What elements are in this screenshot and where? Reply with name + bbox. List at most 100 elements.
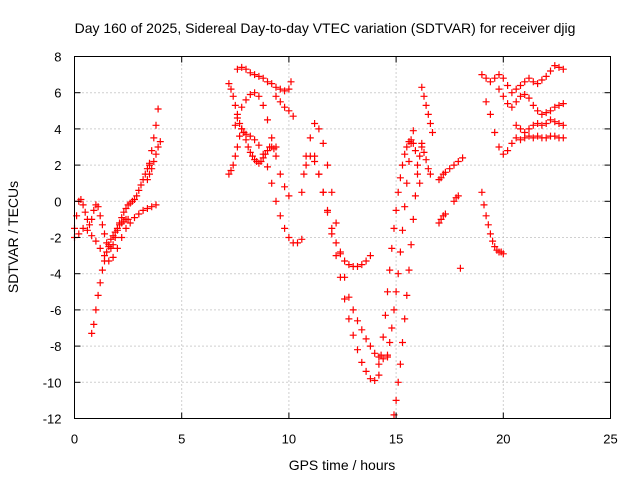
x-tick-label: 15: [389, 432, 403, 447]
data-point: [384, 351, 391, 359]
data-point: [416, 152, 424, 160]
data-point: [94, 203, 102, 211]
data-point: [98, 221, 106, 229]
data-point: [135, 210, 143, 218]
data-point: [354, 317, 361, 325]
data-point: [399, 161, 406, 169]
data-point: [486, 110, 494, 118]
data-point: [542, 120, 550, 127]
data-point: [251, 89, 259, 97]
data-point: [259, 101, 267, 109]
data-series: [231, 89, 293, 200]
data-point: [441, 210, 449, 218]
data-point: [255, 72, 263, 80]
data-point: [272, 83, 280, 91]
data-point: [405, 266, 413, 274]
y-tick-label: -10: [43, 375, 62, 390]
data-point: [517, 92, 524, 100]
data-point: [450, 161, 458, 169]
data-series: [311, 152, 383, 384]
data-point: [371, 349, 379, 357]
data-point: [81, 208, 89, 216]
data-point: [478, 71, 486, 79]
data-point: [109, 232, 117, 240]
data-point: [233, 65, 241, 73]
data-point: [512, 85, 520, 93]
data-series: [512, 116, 567, 136]
data-point: [285, 107, 293, 115]
data-point: [148, 203, 156, 211]
data-point: [139, 206, 147, 214]
data-point: [491, 129, 499, 136]
data-point: [381, 311, 389, 319]
data-point: [332, 252, 340, 260]
data-point: [551, 62, 559, 70]
data-point: [152, 121, 160, 129]
data-point: [238, 63, 246, 71]
data-point: [399, 339, 406, 346]
data-series: [272, 92, 297, 120]
data-point: [499, 92, 507, 100]
data-point: [264, 147, 271, 155]
data-point: [358, 326, 366, 334]
data-point: [354, 346, 361, 354]
data-point: [272, 143, 280, 151]
data-point: [504, 147, 512, 155]
data-point: [225, 80, 233, 88]
data-point: [521, 129, 529, 136]
data-point: [366, 252, 374, 260]
data-point: [486, 230, 494, 238]
data-point: [416, 179, 424, 187]
data-point: [281, 103, 289, 111]
data-point: [242, 130, 250, 138]
data-point: [324, 208, 331, 216]
data-point: [484, 221, 492, 229]
data-point: [424, 165, 432, 173]
data-point: [429, 129, 436, 136]
data-point: [264, 78, 271, 86]
data-point: [79, 224, 87, 232]
data-point: [407, 241, 415, 249]
data-point: [298, 188, 306, 196]
data-point: [394, 270, 402, 278]
data-point: [362, 257, 370, 265]
data-point: [403, 179, 411, 187]
data-point: [96, 279, 104, 287]
data-series: [225, 125, 280, 178]
data-point: [103, 248, 111, 256]
data-point: [388, 324, 396, 332]
data-point: [521, 78, 529, 86]
data-point: [399, 226, 406, 234]
data-point: [94, 291, 102, 299]
data-point: [517, 136, 524, 144]
data-point: [403, 143, 411, 151]
data-point: [300, 170, 308, 178]
data-point: [276, 85, 284, 93]
data-point: [559, 121, 567, 129]
data-point: [242, 96, 250, 104]
data-point: [386, 266, 394, 274]
data-series: [435, 210, 449, 227]
data-point: [375, 371, 383, 379]
data-point: [332, 239, 340, 247]
x-tick-label: 20: [496, 432, 510, 447]
data-point: [538, 110, 546, 118]
data-point: [529, 78, 537, 86]
data-point: [298, 235, 306, 243]
data-point: [231, 101, 239, 109]
grid-lines: [74, 56, 611, 419]
data-point: [426, 170, 434, 178]
data-point: [341, 295, 349, 303]
data-point: [156, 138, 164, 146]
data-point: [79, 201, 87, 209]
y-tick-labels: -12 -10 -8 -6 -4 -2 0 2 4 6 8: [43, 50, 62, 427]
data-point: [111, 228, 119, 236]
data-point: [257, 158, 265, 165]
data-point: [482, 98, 490, 106]
data-point: [478, 188, 486, 196]
data-point: [113, 244, 121, 252]
data-point: [341, 257, 349, 265]
data-point: [345, 261, 353, 269]
data-point: [276, 170, 284, 178]
data-point: [418, 83, 426, 91]
